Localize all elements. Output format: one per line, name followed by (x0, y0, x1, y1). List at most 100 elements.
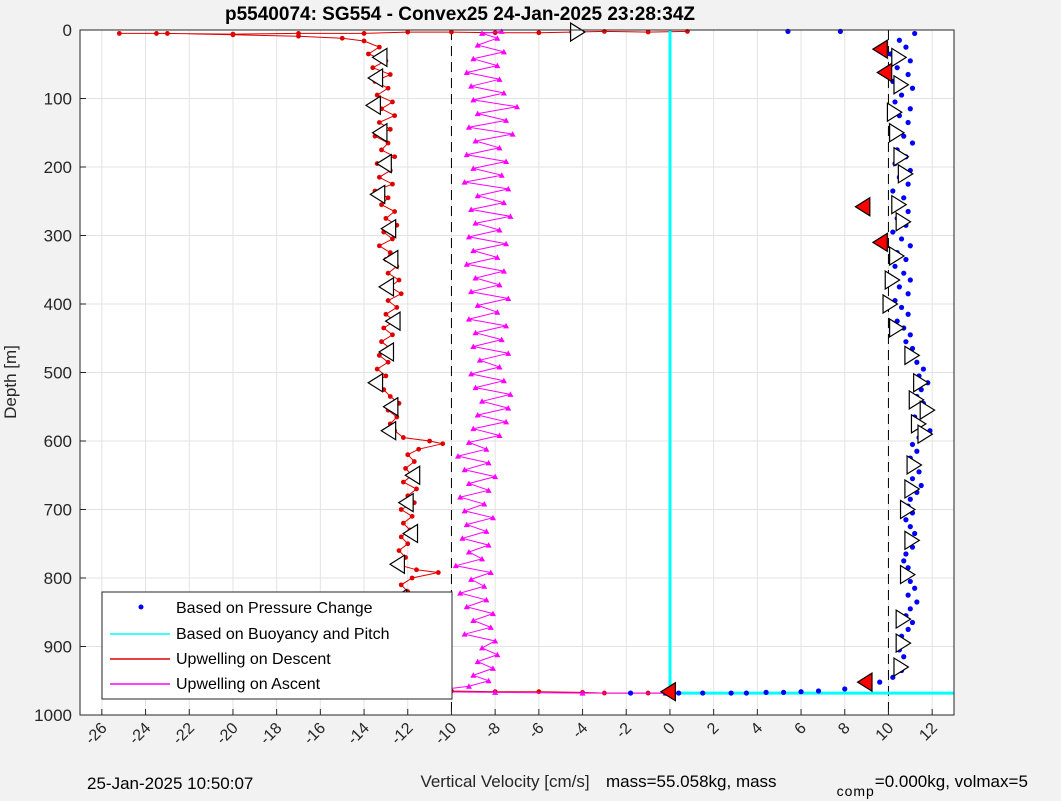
data-point (455, 453, 462, 459)
data-point (907, 496, 913, 502)
data-point (479, 398, 486, 404)
reference-lines (450, 30, 889, 715)
data-point (468, 206, 475, 212)
data-point (914, 599, 920, 605)
data-point (465, 439, 472, 445)
data-point (676, 690, 682, 696)
data-point (370, 65, 376, 71)
legend-entry-pressure: Based on Pressure Change (138, 600, 373, 617)
ascent-triangle (899, 564, 917, 585)
data-point (905, 291, 911, 297)
data-point (500, 90, 507, 96)
data-point (376, 120, 382, 125)
data-point (503, 240, 510, 247)
data-point (400, 435, 406, 440)
red-triangle (871, 232, 888, 253)
ascent-triangle (913, 372, 930, 393)
data-point (500, 48, 507, 55)
data-point (912, 30, 918, 37)
data-point (116, 31, 122, 36)
data-point (474, 110, 481, 117)
data-point (918, 482, 924, 489)
data-point (398, 534, 404, 540)
data-point (743, 690, 750, 696)
data-point (409, 575, 415, 581)
data-point (385, 270, 391, 276)
data-point (396, 277, 402, 283)
data-point (400, 479, 406, 485)
data-point (379, 147, 384, 153)
descent-triangle (382, 396, 399, 417)
data-point (230, 32, 236, 38)
data-point (374, 366, 380, 372)
data-point (487, 569, 494, 576)
data-point (361, 38, 367, 44)
data-point (700, 690, 706, 696)
data-point (489, 665, 496, 671)
data-point (366, 51, 371, 57)
y-tick-label: 400 (44, 295, 72, 314)
data-point (492, 689, 499, 695)
data-point (472, 274, 479, 281)
data-point (396, 548, 402, 553)
y-tick-label: 0 (63, 21, 72, 40)
data-point (465, 548, 472, 555)
data-point (514, 103, 520, 110)
data-point (390, 236, 395, 242)
data-point (536, 30, 542, 36)
data-point (385, 85, 391, 91)
ascent-triangle (908, 389, 925, 410)
descent-triangle (388, 554, 406, 575)
y-tick-label: 100 (44, 90, 72, 109)
data-point (470, 343, 477, 349)
data-point (449, 29, 454, 35)
data-point (474, 42, 481, 48)
data-point (465, 233, 472, 240)
data-point (472, 384, 479, 391)
mass-note-subscript: comp (836, 783, 875, 799)
x-tick-label: -4 (569, 720, 591, 742)
descent-triangle (377, 276, 395, 297)
descent-triangle (375, 153, 392, 174)
data-point (481, 501, 488, 507)
descent-triangle (367, 372, 384, 393)
data-point (416, 446, 422, 452)
data-point (468, 370, 475, 377)
data-point (463, 69, 470, 75)
data-point (485, 542, 492, 548)
data-point (503, 418, 510, 425)
data-point (468, 83, 475, 89)
data-point (494, 254, 501, 260)
data-point (489, 610, 496, 617)
data-point (400, 520, 406, 526)
data-point (427, 438, 432, 444)
data-point (894, 65, 900, 71)
data-point (385, 195, 391, 201)
data-point (907, 106, 913, 112)
data-point (470, 672, 477, 678)
x-axis-label: Vertical Velocity [cm/s] (420, 772, 589, 791)
annotation-layer (364, 21, 936, 702)
data-point (896, 37, 902, 43)
data-point (498, 336, 505, 343)
data-point (440, 441, 446, 447)
x-tick-label: 12 (916, 720, 941, 745)
data-point (465, 683, 472, 689)
ascent-triangle (904, 478, 921, 500)
ascent-triangle (884, 269, 901, 291)
data-point (892, 263, 898, 269)
data-point (387, 394, 393, 399)
data-point (394, 305, 400, 310)
data-point (896, 284, 902, 290)
data-point (392, 209, 398, 214)
data-point (474, 302, 481, 308)
data-point (500, 268, 507, 274)
data-point (492, 473, 499, 480)
data-point (909, 140, 916, 146)
data-point (483, 596, 490, 603)
data-point (470, 617, 477, 623)
x-tick-label: -12 (388, 720, 416, 748)
data-point (901, 654, 907, 660)
x-tick-label: 2 (704, 720, 722, 738)
